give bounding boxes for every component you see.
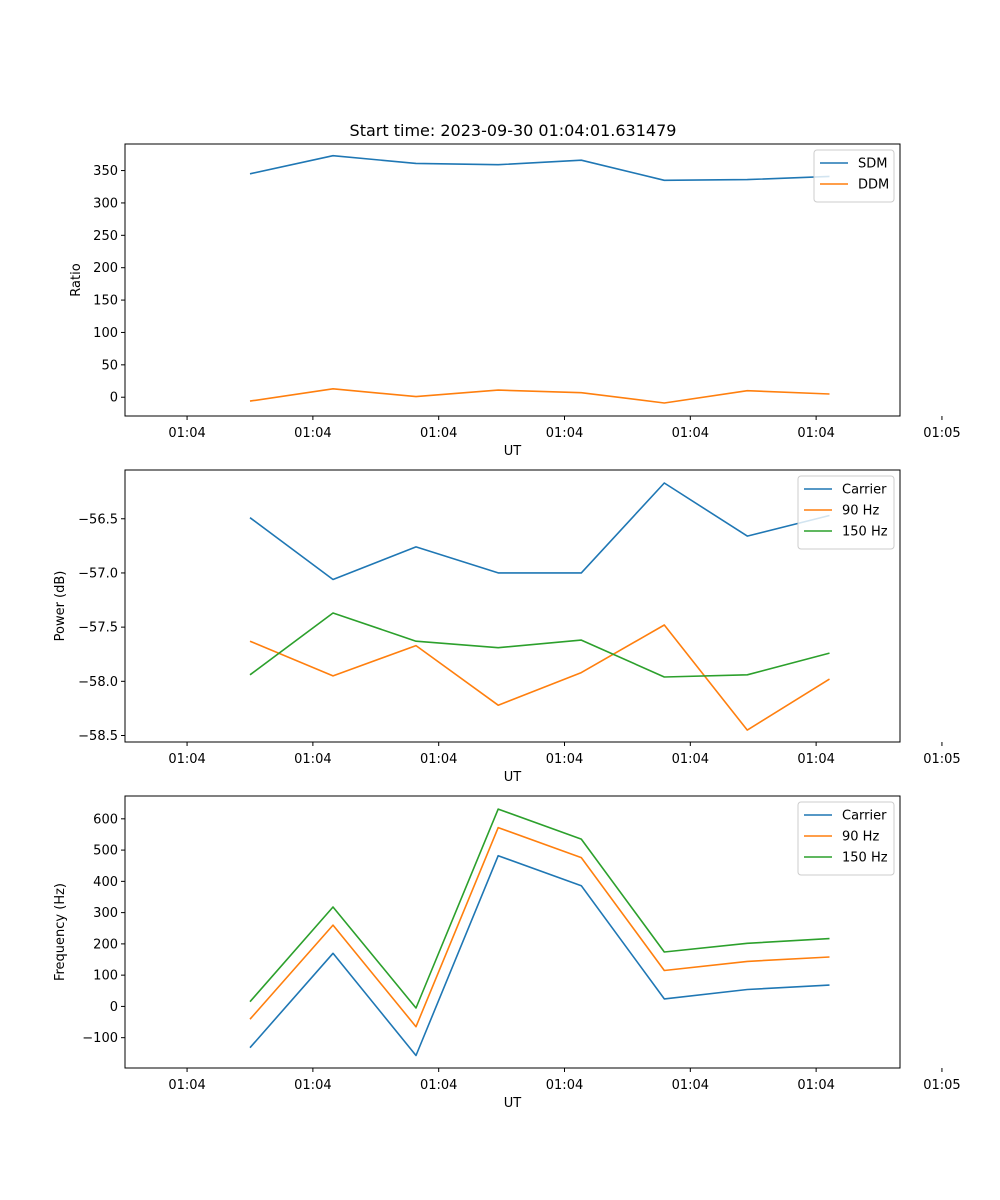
legend-label: 150 Hz [842,525,888,540]
y-tick-label: 300 [93,196,118,211]
series-line-90-hz [249,624,830,731]
legend: Carrier 90 Hz 150 Hz [797,801,895,876]
series-line-sdm [249,154,830,182]
x-axis-label: UT [504,770,522,785]
legend-label: Carrier [842,483,887,498]
y-axis-label: Ratio [69,263,84,296]
x-tick-label: 01:04 [294,1078,331,1093]
y-tick-label: 500 [93,844,118,859]
x-tick-label: 01:05 [923,426,960,441]
y-tick-label: 50 [101,358,118,373]
legend: Carrier 90 Hz 150 Hz [797,475,895,550]
y-tick-label: 350 [93,164,118,179]
x-axis-label: UT [504,1096,522,1111]
y-tick-label: −57.0 [78,566,118,581]
y-tick-label: 0 [110,391,118,406]
y-tick-label: 150 [93,294,118,309]
x-tick-label: 01:04 [168,1078,205,1093]
x-tick-label: 01:04 [546,752,583,767]
axes-frame [124,469,901,743]
legend: SDM DDM [813,149,895,203]
legend-label: 90 Hz [842,504,879,519]
x-tick-label: 01:04 [797,752,834,767]
series-line-carrier [249,482,830,581]
x-tick-label: 01:04 [797,1078,834,1093]
x-tick-label: 01:05 [923,1078,960,1093]
y-tick-label: −56.5 [78,512,118,527]
legend-label: Carrier [842,809,887,824]
panel-3: −100 0 100 200 300 400 500 600 01:04 01:04 01:04 01… [53,795,961,1111]
legend-label: SDM [858,157,887,172]
x-tick-label: 01:04 [168,752,205,767]
y-tick-label: −58.5 [78,729,118,744]
chart-title: Start time: 2023-09-30 01:04:01.631479 [350,121,677,140]
x-tick-label: 01:04 [797,426,834,441]
series-line-90-hz [249,826,830,1028]
y-tick-label: 400 [93,875,118,890]
x-tick-label: 01:04 [672,752,709,767]
y-tick-label: 200 [93,261,118,276]
y-tick-label: 300 [93,906,118,921]
legend-label: 150 Hz [842,851,888,866]
y-axis-label: Frequency (Hz) [53,883,68,981]
x-tick-label: 01:04 [420,752,457,767]
y-tick-label: 100 [93,326,118,341]
x-tick-label: 01:04 [168,426,205,441]
y-tick-label: 0 [110,1000,118,1015]
x-tick-label: 01:04 [420,426,457,441]
x-tick-label: 01:04 [546,1078,583,1093]
panel-2: −58.5 −58.0 −57.5 −57.0 −56.5 01:04 01:04 01:04… [53,469,961,785]
x-tick-label: 01:04 [672,1078,709,1093]
x-tick-label: 01:05 [923,752,960,767]
y-axis-label: Power (dB) [53,571,68,642]
panel-1: 0 50 100 150 200 250 300 350 01:04 01:04 01:04 01:0… [69,143,961,459]
y-tick-label: 200 [93,937,118,952]
axes-frame [124,795,901,1069]
x-tick-label: 01:04 [294,752,331,767]
series-line-ddm [249,387,830,404]
x-tick-label: 01:04 [294,426,331,441]
series-line-150-hz [249,808,830,1009]
y-tick-label: −100 [82,1031,118,1046]
legend-label: DDM [858,178,889,193]
y-tick-label: 100 [93,969,118,984]
x-tick-label: 01:04 [420,1078,457,1093]
x-tick-label: 01:04 [672,426,709,441]
axes-frame [124,143,901,417]
series-line-150-hz [249,612,830,678]
y-tick-label: 250 [93,229,118,244]
y-tick-label: 600 [93,812,118,827]
x-axis-label: UT [504,444,522,459]
y-tick-label: −57.5 [78,621,118,636]
subplots: 0 50 100 150 200 250 300 350 01:04 01:04 01:04 01:0… [53,143,961,1111]
x-tick-label: 01:04 [546,426,583,441]
legend-label: 90 Hz [842,830,879,845]
series-line-carrier [249,854,830,1057]
y-tick-label: −58.0 [78,675,118,690]
